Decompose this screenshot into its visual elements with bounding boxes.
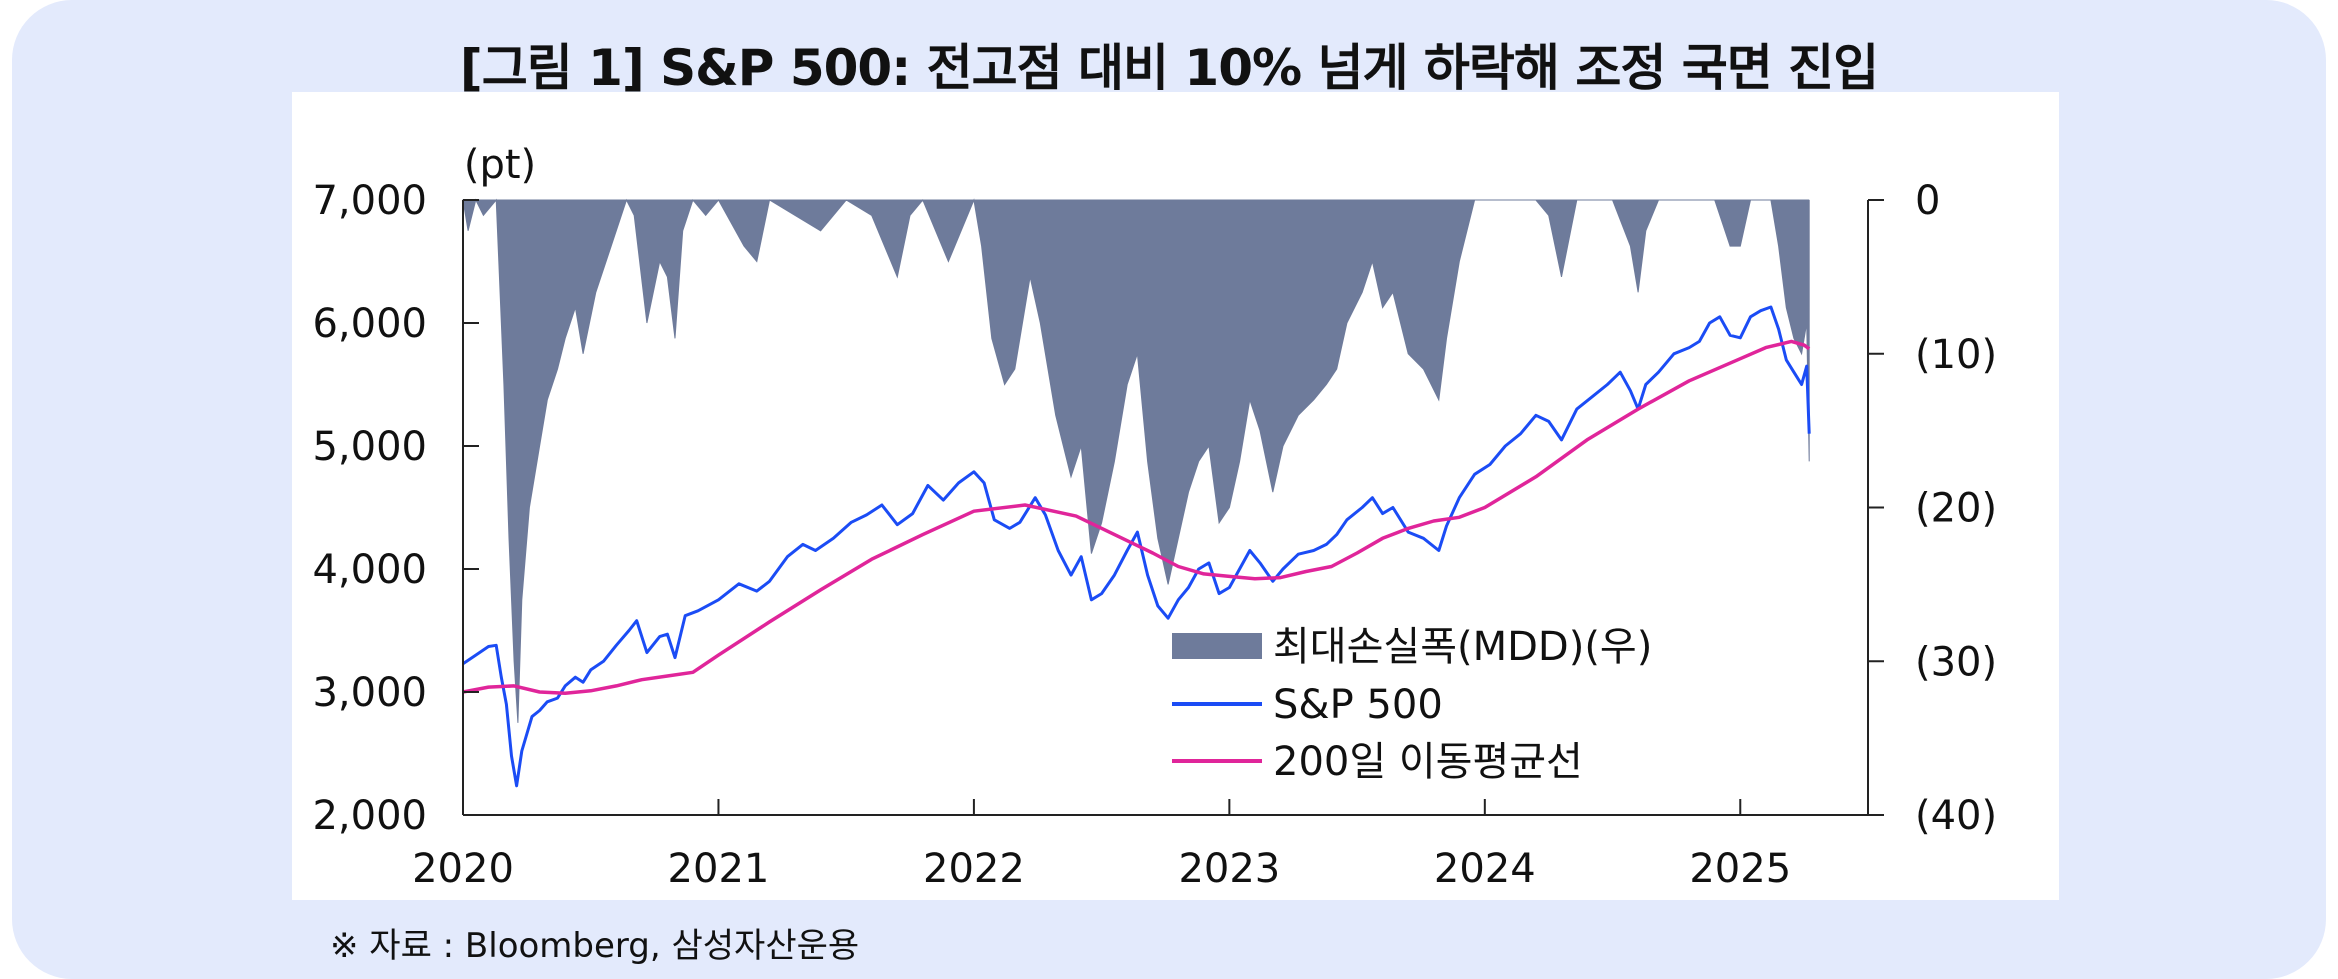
x-tick-label: 2021 — [668, 846, 770, 892]
left-tick-label: 7,000 — [312, 178, 427, 224]
left-tick-label: 5,000 — [312, 424, 427, 470]
x-tick-label: 2023 — [1178, 846, 1280, 892]
mdd-area-layer — [462, 198, 1810, 723]
left-tick-label: 3,000 — [312, 670, 427, 716]
x-tick-label: 2022 — [923, 846, 1025, 892]
x-tick-label: 2024 — [1434, 846, 1536, 892]
left-tick-label: 4,000 — [312, 547, 427, 593]
legend-label-ma200: 200일 이동평균선 — [1273, 739, 1583, 785]
x-tick-label: 2020 — [412, 846, 514, 892]
axes-layer: 2,000 3,000 4,000 5,000 6,000 7,000 (pt) (40) (3… — [312, 142, 1997, 892]
source-note: ※ 자료 : Bloomberg, 삼성자산운용 — [330, 926, 860, 966]
legend-label-mdd: 최대손실폭(MDD)(우) — [1273, 624, 1652, 670]
legend-swatch-mdd — [1172, 633, 1262, 659]
series-ma200-line — [462, 339, 1811, 695]
right-tick-label: 0 — [1915, 178, 1940, 224]
left-tick-label: 2,000 — [312, 793, 427, 839]
right-tick-label: (10) — [1915, 332, 1997, 378]
series-mdd-area — [462, 198, 1810, 723]
x-tick-label: 2025 — [1689, 846, 1791, 892]
right-tick-label: (40) — [1915, 793, 1997, 839]
legend: 최대손실폭(MDD)(우) S&P 500 200일 이동평균선 — [1172, 624, 1652, 785]
right-tick-label: (20) — [1915, 486, 1997, 532]
right-tick-label: (30) — [1915, 639, 1997, 685]
left-unit-label: (pt) — [464, 142, 536, 188]
left-tick-label: 6,000 — [312, 301, 427, 347]
legend-label-sp500: S&P 500 — [1273, 682, 1443, 728]
series-sp500-line — [462, 305, 1811, 788]
line-layer — [462, 305, 1811, 788]
chart-title: [그림 1] S&P 500: 전고점 대비 10% 넘게 하락해 조정 국면 … — [459, 39, 1879, 97]
